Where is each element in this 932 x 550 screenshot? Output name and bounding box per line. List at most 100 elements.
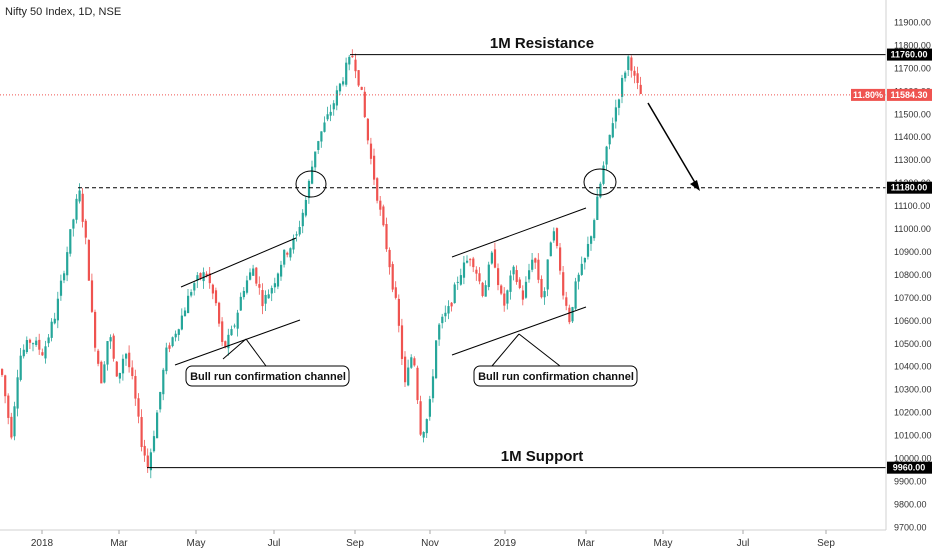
candle <box>131 360 134 380</box>
candle <box>490 250 493 265</box>
time-tick-1: Mar <box>110 538 128 549</box>
candle <box>574 277 577 311</box>
candle-body <box>444 312 447 317</box>
candle-body <box>435 340 438 379</box>
price-tick-0: 9700.00 <box>894 522 927 532</box>
candle-body <box>177 329 180 335</box>
candle <box>633 66 636 84</box>
candle <box>546 259 549 297</box>
candle-body <box>162 369 165 395</box>
candle <box>187 288 190 314</box>
candle-body <box>515 270 518 283</box>
candle-body <box>199 273 202 279</box>
candle-body <box>146 455 149 468</box>
candle-body <box>475 269 478 274</box>
support-badge: 9960.00 <box>887 461 932 474</box>
candle <box>568 304 571 325</box>
candlestick-series <box>1 49 642 479</box>
time-tick-7: Mar <box>577 538 595 549</box>
candle-body <box>459 275 462 285</box>
candle <box>25 336 28 354</box>
price-tick-20: 11700.00 <box>894 63 931 73</box>
candle-body <box>633 70 636 76</box>
candle <box>329 104 332 122</box>
candle <box>221 317 224 347</box>
candle <box>152 430 156 453</box>
candle-body <box>140 417 143 447</box>
candle-body <box>121 358 125 374</box>
candle <box>47 333 50 348</box>
candle-body <box>311 166 314 184</box>
candle <box>233 323 236 329</box>
candle <box>307 179 311 204</box>
candle <box>462 256 466 285</box>
candle-body <box>503 293 506 306</box>
candle-body <box>22 349 25 357</box>
candle-body <box>599 183 602 198</box>
candle-body <box>410 357 413 368</box>
candle <box>72 218 75 237</box>
candle-body <box>617 99 621 108</box>
channel-1-lower <box>174 319 301 366</box>
candle <box>304 196 307 218</box>
candle-body <box>252 268 255 276</box>
candle-body <box>168 345 171 349</box>
price-tick-11: 10800.00 <box>894 270 932 280</box>
candle <box>382 204 385 227</box>
candle-body <box>342 81 345 85</box>
callout-1-text: Bull run confirmation channel <box>190 371 346 383</box>
candle-body <box>469 259 472 261</box>
breakout-ellipse-1 <box>295 170 327 198</box>
candle <box>565 291 568 311</box>
candle <box>450 301 453 312</box>
candle <box>639 76 642 95</box>
candle-body <box>221 321 224 342</box>
candle-body <box>286 252 289 255</box>
candle <box>571 306 574 324</box>
candle <box>630 55 633 78</box>
candle <box>540 275 543 299</box>
candle-body <box>156 412 159 439</box>
candle-body <box>630 57 633 71</box>
candle-body <box>149 452 152 471</box>
candle <box>394 281 397 300</box>
candle-body <box>304 199 307 216</box>
price-tick-13: 11000.00 <box>894 224 931 234</box>
candle-body <box>323 122 326 132</box>
candle-body <box>261 290 264 307</box>
price-tick-12: 10900.00 <box>894 247 932 257</box>
candle <box>218 301 221 327</box>
candle-body <box>593 220 596 239</box>
chart-title[interactable]: Nifty 50 Index, 1D, NSE <box>5 6 121 18</box>
candle-body <box>75 198 78 220</box>
candle <box>44 340 47 364</box>
candle-body <box>19 355 22 380</box>
candle-body <box>320 131 323 142</box>
candle <box>38 333 41 355</box>
candle-body <box>565 297 568 306</box>
candle-body <box>354 59 357 72</box>
candle <box>171 336 174 348</box>
candle <box>115 360 118 377</box>
candle <box>369 137 373 165</box>
time-axis[interactable]: 2018 Mar May Jul Sep Nov 2019 Mar May Jul Sep <box>31 530 835 549</box>
candle <box>63 270 66 284</box>
candle-body <box>391 264 394 290</box>
candle-body <box>72 219 75 229</box>
candle <box>53 312 56 325</box>
candle <box>357 69 360 87</box>
candle <box>159 391 162 413</box>
candle-body <box>16 377 19 409</box>
candle-body <box>369 143 373 159</box>
candle <box>599 181 602 199</box>
candle <box>345 57 348 87</box>
candle-body <box>500 285 503 294</box>
candle <box>242 287 245 300</box>
candle <box>397 294 400 333</box>
candle-body <box>128 352 131 368</box>
price-tick-2: 9900.00 <box>894 476 927 486</box>
candle-body <box>208 273 211 284</box>
callout-2-text: Bull run confirmation channel <box>478 371 634 383</box>
candle <box>264 290 267 312</box>
